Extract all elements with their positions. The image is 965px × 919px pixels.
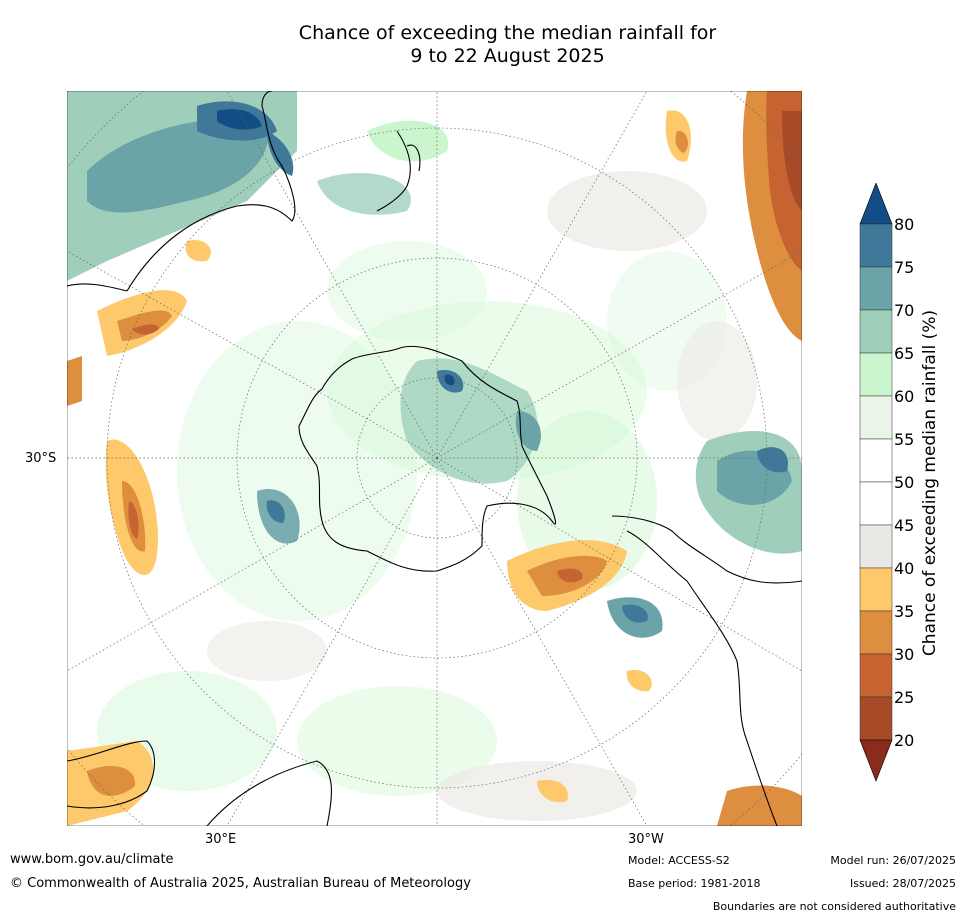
title-line-1: Chance of exceeding the median rainfall … — [298, 22, 717, 44]
colorbar-ticks: 80 75 70 65 60 55 50 45 40 35 30 25 20 — [894, 215, 914, 750]
colorbar-segment-50_55 — [859, 438, 893, 483]
field-grey — [207, 171, 757, 821]
colorbar-tick-label: 65 — [894, 344, 914, 363]
colorbar-tick-label: 50 — [894, 473, 914, 492]
colorbar-tick-label: 75 — [894, 258, 914, 277]
colorbar-tick-label: 35 — [894, 602, 914, 621]
colorbar-tick-label: 60 — [894, 387, 914, 406]
colorbar-tick-label: 70 — [894, 301, 914, 320]
lon-label-30e: 30°E — [205, 832, 237, 847]
colorbar-segment-60_65 — [859, 352, 893, 397]
colorbar-segment-20_25 — [859, 696, 893, 741]
model-run-date: Model run: 26/07/2025 — [830, 854, 956, 867]
africa-south-coast — [206, 760, 333, 826]
colorbar-under-triangle — [859, 739, 893, 782]
issued-date: Issued: 28/07/2025 — [849, 877, 956, 890]
colorbar-tick-label: 40 — [894, 559, 914, 578]
colorbar-segment-55_60 — [859, 395, 893, 440]
map-title: Chance of exceeding the median rainfall … — [0, 22, 965, 68]
graticule — [67, 91, 802, 826]
colorbar-segment-70_75 — [859, 266, 893, 311]
colorbar-over-triangle — [859, 183, 893, 225]
colorbar-tick-label: 25 — [894, 688, 914, 707]
field-light-green — [97, 241, 727, 796]
copyright-text: © Commonwealth of Australia 2025, Austra… — [10, 876, 471, 891]
lon-label-30w: 30°W — [628, 832, 664, 847]
field-antarctic-wet — [257, 358, 541, 544]
colorbar-segment-25_30 — [859, 653, 893, 698]
australia-coast — [67, 91, 296, 292]
colorbar-tick-label: 30 — [894, 645, 914, 664]
boundaries-disclaimer: Boundaries are not considered authoritat… — [712, 900, 956, 913]
colorbar-segment-35_40 — [859, 567, 893, 612]
colorbar-segments — [859, 183, 893, 782]
colorbar-tick-label: 45 — [894, 516, 914, 535]
colorbar: 80 75 70 65 60 55 50 45 40 35 30 25 20 — [859, 183, 914, 782]
colorbar-segment-40_45 — [859, 524, 893, 569]
south-america-coast — [611, 515, 802, 826]
colorbar-tick-label: 20 — [894, 731, 914, 750]
base-period: Base period: 1981-2018 — [628, 877, 761, 890]
africa-coast — [67, 740, 156, 809]
colorbar-tick-label: 55 — [894, 430, 914, 449]
field-nw-wet — [67, 91, 449, 281]
field-east-wet — [607, 431, 802, 638]
colorbar-segment-75_80 — [859, 223, 893, 268]
rainfall-map — [67, 91, 802, 826]
new-zealand-coast — [376, 130, 421, 212]
field-dry — [67, 91, 802, 826]
colorbar-segment-30_35 — [859, 610, 893, 655]
website-link[interactable]: www.bom.gov.au/climate — [10, 852, 174, 867]
title-line-2: 9 to 22 August 2025 — [410, 45, 605, 67]
coastlines — [67, 91, 802, 826]
colorbar-tick-label: 80 — [894, 215, 914, 234]
colorbar-segment-65_70 — [859, 309, 893, 354]
model-name: Model: ACCESS-S2 — [628, 854, 730, 867]
lat-label-30s: 30°S — [25, 451, 57, 466]
antarctica-coast — [298, 345, 557, 572]
colorbar-title: Chance of exceeding median rainfall (%) — [920, 309, 940, 657]
colorbar-segment-45_50 — [859, 481, 893, 526]
